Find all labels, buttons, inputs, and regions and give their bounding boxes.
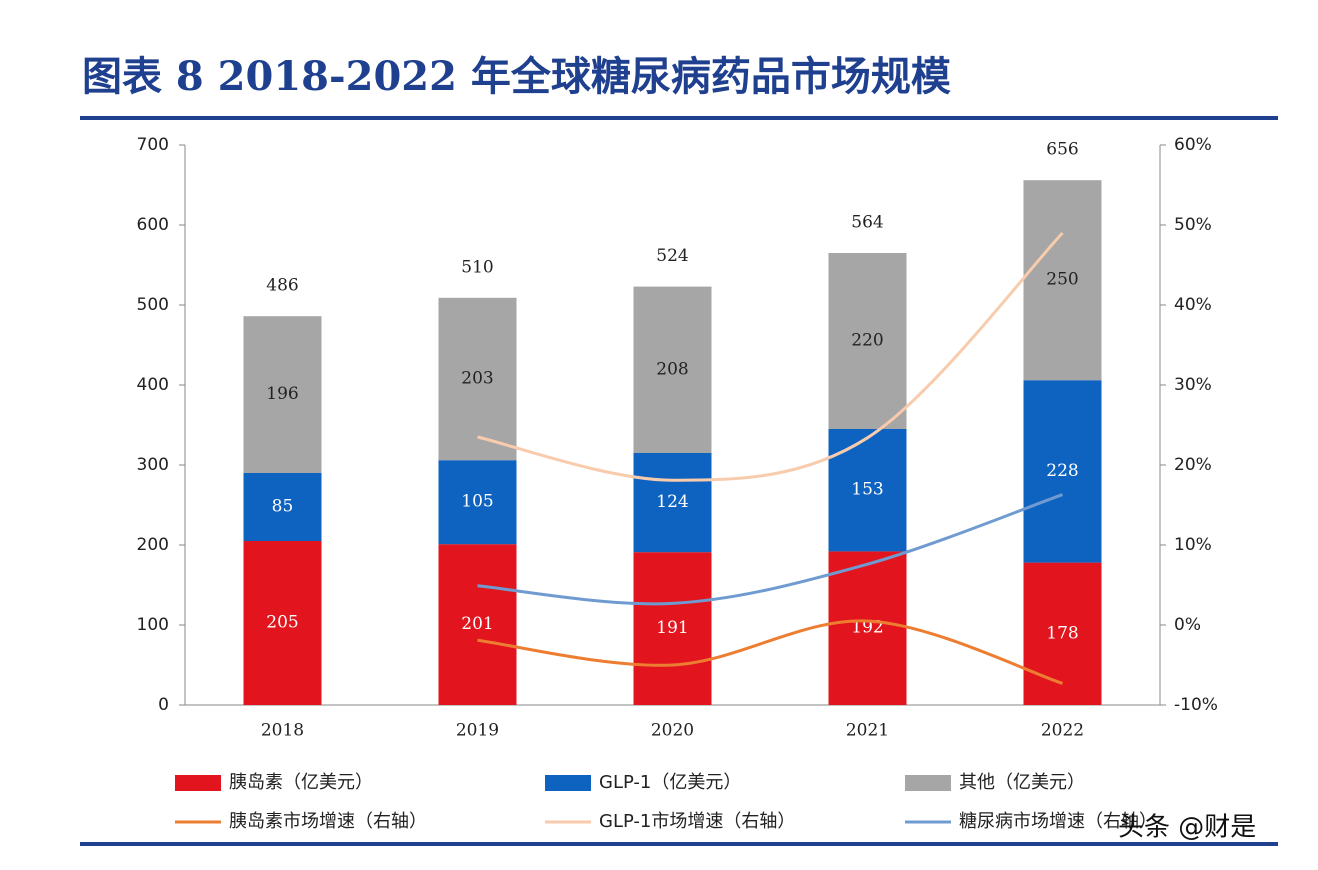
y2-tick-label: 30% [1174, 375, 1212, 395]
legend-swatch [175, 775, 221, 791]
legend-label: 糖尿病市场增速（右轴） [959, 811, 1157, 832]
legend-label: GLP-1市场增速（右轴） [599, 811, 795, 832]
data-label: 203 [461, 369, 493, 389]
total-label: 486 [266, 276, 298, 296]
total-label: 564 [851, 213, 883, 233]
data-label: 250 [1046, 270, 1078, 290]
y2-tick-label: 20% [1174, 455, 1212, 475]
y2-tick-label: -10% [1174, 695, 1218, 715]
bottom-rule [80, 842, 1278, 846]
bar-segment [1023, 562, 1102, 705]
data-label: 208 [656, 359, 688, 379]
title-rule [80, 116, 1278, 120]
watermark: 头条 @财是 [1118, 813, 1256, 843]
y-tick-label: 0 [158, 695, 169, 715]
bar-segment [633, 286, 712, 453]
data-label: 228 [1046, 461, 1078, 481]
y-tick-label: 400 [137, 375, 169, 395]
bar-segment [243, 473, 322, 541]
growth-line [477, 231, 1064, 482]
bar-segment [828, 551, 907, 705]
legend-label: 胰岛素市场增速（右轴） [229, 811, 427, 832]
bar-segment [828, 429, 907, 552]
y-tick-label: 700 [137, 135, 169, 155]
x-tick-label: 2022 [1041, 721, 1084, 741]
bar-segment [1023, 380, 1102, 563]
growth-line [477, 619, 1063, 685]
y2-tick-label: 50% [1174, 215, 1212, 235]
y-tick-label: 600 [137, 215, 169, 235]
data-label: 220 [851, 331, 883, 351]
bar-segment [828, 253, 907, 429]
bar-segment [1023, 180, 1102, 381]
data-label: 153 [851, 480, 883, 500]
data-label: 201 [461, 614, 493, 634]
legend-swatch [545, 775, 591, 791]
x-tick-label: 2021 [846, 721, 889, 741]
bar-segment [438, 460, 517, 545]
total-label: 656 [1046, 140, 1078, 160]
x-tick-label: 2019 [456, 721, 499, 741]
y-tick-label: 100 [137, 615, 169, 635]
growth-line [477, 493, 1064, 606]
x-tick-label: 2018 [261, 721, 304, 741]
bar-segment [633, 453, 712, 553]
bar-segment [438, 544, 517, 705]
bar-segment [243, 316, 322, 473]
data-label: 196 [266, 384, 298, 404]
x-tick-label: 2020 [651, 721, 694, 741]
y2-tick-label: 40% [1174, 295, 1212, 315]
bar-segment [438, 297, 517, 461]
y-tick-label: 500 [137, 295, 169, 315]
y2-tick-label: 10% [1174, 535, 1212, 555]
legend-label: 其他（亿美元） [959, 772, 1085, 793]
data-label: 124 [656, 492, 688, 512]
data-label: 178 [1046, 623, 1078, 643]
y2-tick-label: 60% [1174, 135, 1212, 155]
data-label: 205 [266, 613, 298, 633]
total-label: 524 [656, 246, 688, 266]
y2-tick-label: 0% [1174, 615, 1201, 635]
data-label: 191 [656, 618, 688, 638]
legend-swatch [905, 775, 951, 791]
data-label: 85 [272, 497, 294, 517]
bar-segment [633, 552, 712, 705]
legend-label: 胰岛素（亿美元） [229, 772, 373, 793]
total-label: 510 [461, 257, 493, 277]
y-tick-label: 300 [137, 455, 169, 475]
data-label: 105 [461, 492, 493, 512]
legend-label: GLP-1（亿美元） [599, 772, 741, 793]
bar-segment [243, 541, 322, 705]
chart-title: 图表 8 2018-2022 年全球糖尿病药品市场规模 [82, 53, 951, 100]
y-tick-label: 200 [137, 535, 169, 555]
